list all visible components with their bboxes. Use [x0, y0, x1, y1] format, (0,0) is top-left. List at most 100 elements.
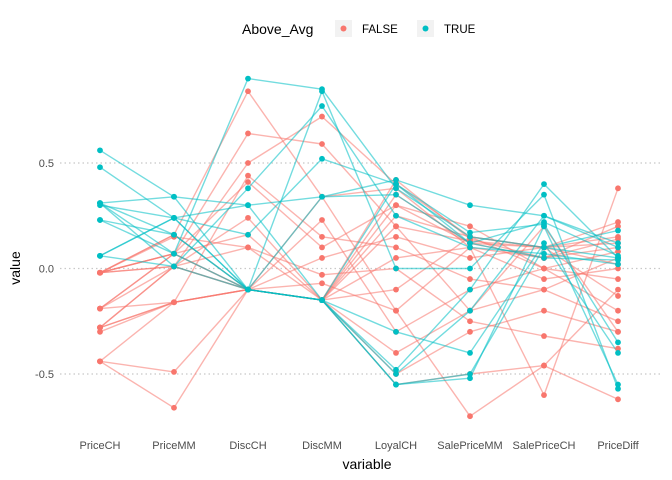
series-line-false [99, 252, 619, 386]
data-point-false [319, 244, 325, 251]
data-point-true [97, 200, 103, 206]
data-point-false [467, 328, 473, 335]
data-point-true [393, 191, 399, 198]
data-point-false [245, 172, 251, 179]
data-point-true [615, 240, 621, 247]
data-point-true [245, 75, 251, 82]
data-point-true [541, 212, 547, 219]
data-point-true [467, 240, 473, 247]
x-tick-label: SalePriceMM [437, 440, 502, 452]
x-axis-ticks: PriceCH PriceMM DiscCH DiscMM LoyalCH SalePri… [80, 440, 640, 452]
data-point-false [393, 255, 399, 261]
data-point-false [615, 219, 621, 225]
data-point-false [615, 345, 621, 352]
data-point-false [393, 233, 399, 240]
data-point-false [541, 265, 547, 272]
data-point-true [171, 263, 177, 270]
data-point-false [615, 286, 621, 293]
data-point-true [541, 223, 547, 230]
data-point-false [541, 307, 547, 314]
x-tick-label: PriceMM [152, 440, 195, 452]
data-point-false [171, 368, 177, 375]
y-tick-label: 0.5 [39, 158, 54, 170]
series-line-false [99, 217, 619, 329]
data-point-true [541, 244, 547, 251]
data-point-false [171, 299, 177, 306]
data-point-false [245, 179, 251, 185]
data-point-false [245, 214, 251, 221]
data-point-true [541, 240, 547, 247]
data-point-true [97, 217, 103, 223]
data-point-true [393, 265, 399, 272]
y-tick-label: -0.5 [35, 369, 54, 381]
data-point-false [97, 269, 103, 276]
data-point-true [615, 261, 621, 268]
data-point-false [319, 113, 325, 120]
legend: Above_Avg FALSE TRUE [242, 20, 476, 37]
data-point-false [615, 265, 621, 272]
x-tick-label: DiscCH [229, 440, 266, 452]
data-point-false [319, 217, 325, 223]
data-point-true [541, 181, 547, 188]
data-point-true [393, 185, 399, 192]
data-point-true [467, 229, 473, 236]
data-point-false [615, 328, 621, 335]
data-point-true [97, 147, 103, 154]
data-point-false [467, 413, 473, 420]
data-point-true [615, 350, 621, 356]
data-point-false [393, 244, 399, 251]
data-point-false [541, 362, 547, 369]
data-point-false [615, 276, 621, 282]
data-point-true [541, 219, 547, 225]
data-point-true [319, 193, 325, 200]
data-point-false [541, 276, 547, 282]
data-point-false [615, 396, 621, 403]
y-axis-ticks: -0.5 0.0 0.5 [35, 158, 54, 381]
data-point-true [171, 193, 177, 200]
y-axis-title: value [7, 251, 23, 285]
data-point-false [319, 271, 325, 278]
data-point-false [615, 293, 621, 299]
series-line-true [99, 90, 619, 390]
data-point-true [393, 371, 399, 377]
series-line-true [99, 183, 619, 301]
data-point-false [245, 88, 251, 95]
series-line-false [99, 196, 619, 417]
data-point-false [615, 318, 621, 325]
data-point-true [393, 366, 399, 373]
data-point-true [171, 250, 177, 257]
data-point-false [319, 255, 325, 261]
data-point-false [97, 305, 103, 312]
data-point-false [319, 233, 325, 240]
data-point-true [393, 176, 399, 183]
x-tick-label: DiscMM [302, 440, 342, 452]
data-point-true [245, 185, 251, 192]
data-point-false [245, 244, 251, 251]
data-point-true [97, 164, 103, 171]
data-point-true [615, 381, 621, 388]
series-line-true [99, 105, 619, 268]
legend-key-false [340, 25, 347, 32]
legend-label-false: FALSE [362, 24, 398, 36]
data-point-true [467, 244, 473, 251]
series-lines [99, 77, 619, 417]
data-point-true [319, 155, 325, 162]
data-point-false [615, 223, 621, 230]
data-point-true [467, 371, 473, 377]
x-tick-label: LoyalCH [375, 440, 417, 452]
data-point-true [615, 385, 621, 392]
data-point-true [319, 297, 325, 304]
series-points [97, 75, 621, 420]
data-point-true [467, 265, 473, 272]
legend-title: Above_Avg [242, 21, 313, 37]
data-point-false [467, 223, 473, 230]
data-point-true [615, 252, 621, 259]
data-point-false [393, 223, 399, 230]
x-axis-title: variable [342, 456, 391, 472]
data-point-true [467, 350, 473, 356]
data-point-true [319, 103, 325, 109]
data-point-false [245, 130, 251, 137]
data-point-false [319, 280, 325, 287]
series-line-true [99, 179, 619, 244]
